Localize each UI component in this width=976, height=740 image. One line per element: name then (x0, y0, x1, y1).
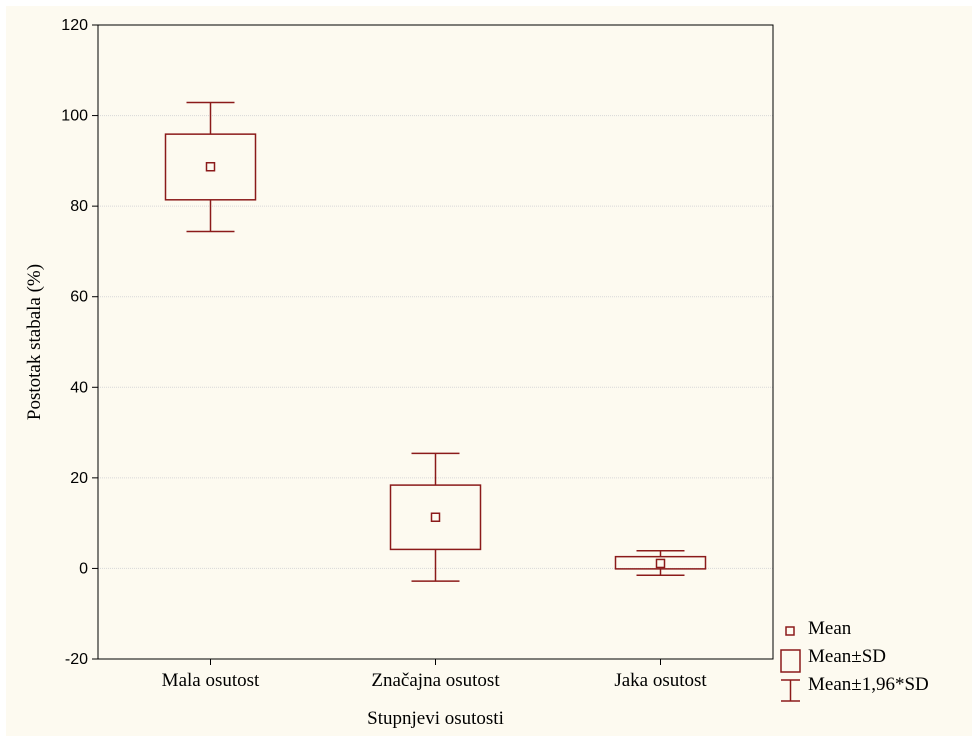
y-tick-label: -20 (65, 651, 88, 668)
x-tick-label: Jaka osutost (614, 670, 707, 691)
mean-marker (655, 558, 666, 569)
boxes (164, 101, 707, 582)
x-tick-label: Mala osutost (162, 670, 260, 691)
x-axis-label: Stupnjevi osutosti (367, 708, 504, 729)
y-axis-ticks: -20 0 20 40 60 80 100 120 (61, 17, 98, 668)
y-tick-label: 100 (61, 108, 88, 125)
box-2 (614, 550, 707, 576)
x-tick-label: Značajna osutost (371, 670, 500, 691)
mean-marker (205, 161, 216, 172)
box-1 (389, 452, 482, 582)
legend-sd-label: Mean±SD (808, 646, 886, 667)
gridlines (98, 115, 773, 569)
y-tick-label: 120 (61, 17, 88, 34)
y-axis-label: Postotak stabala (%) (24, 264, 45, 420)
legend-mean-marker (785, 626, 795, 636)
legend-ci-marker (781, 679, 800, 702)
legend-ci-label: Mean±1,96*SD (808, 674, 929, 695)
sd-box (389, 484, 482, 551)
x-axis-ticks: Mala osutost Značajna osutost Jaka osutost (162, 659, 707, 691)
mean-marker (430, 512, 441, 523)
y-tick-label: 20 (70, 470, 88, 487)
sd-box (614, 555, 707, 570)
y-tick-label: 80 (70, 198, 88, 215)
box-0 (164, 101, 257, 233)
legend-mean-label: Mean (808, 618, 852, 639)
chart-background (6, 6, 972, 736)
legend-sd-marker (780, 649, 801, 673)
y-tick-label: 60 (70, 289, 88, 306)
y-tick-label: 0 (79, 560, 88, 577)
sd-box (164, 133, 257, 201)
legend: Mean Mean±SD Mean±1,96*SD (780, 618, 929, 702)
y-tick-label: 40 (70, 379, 88, 396)
